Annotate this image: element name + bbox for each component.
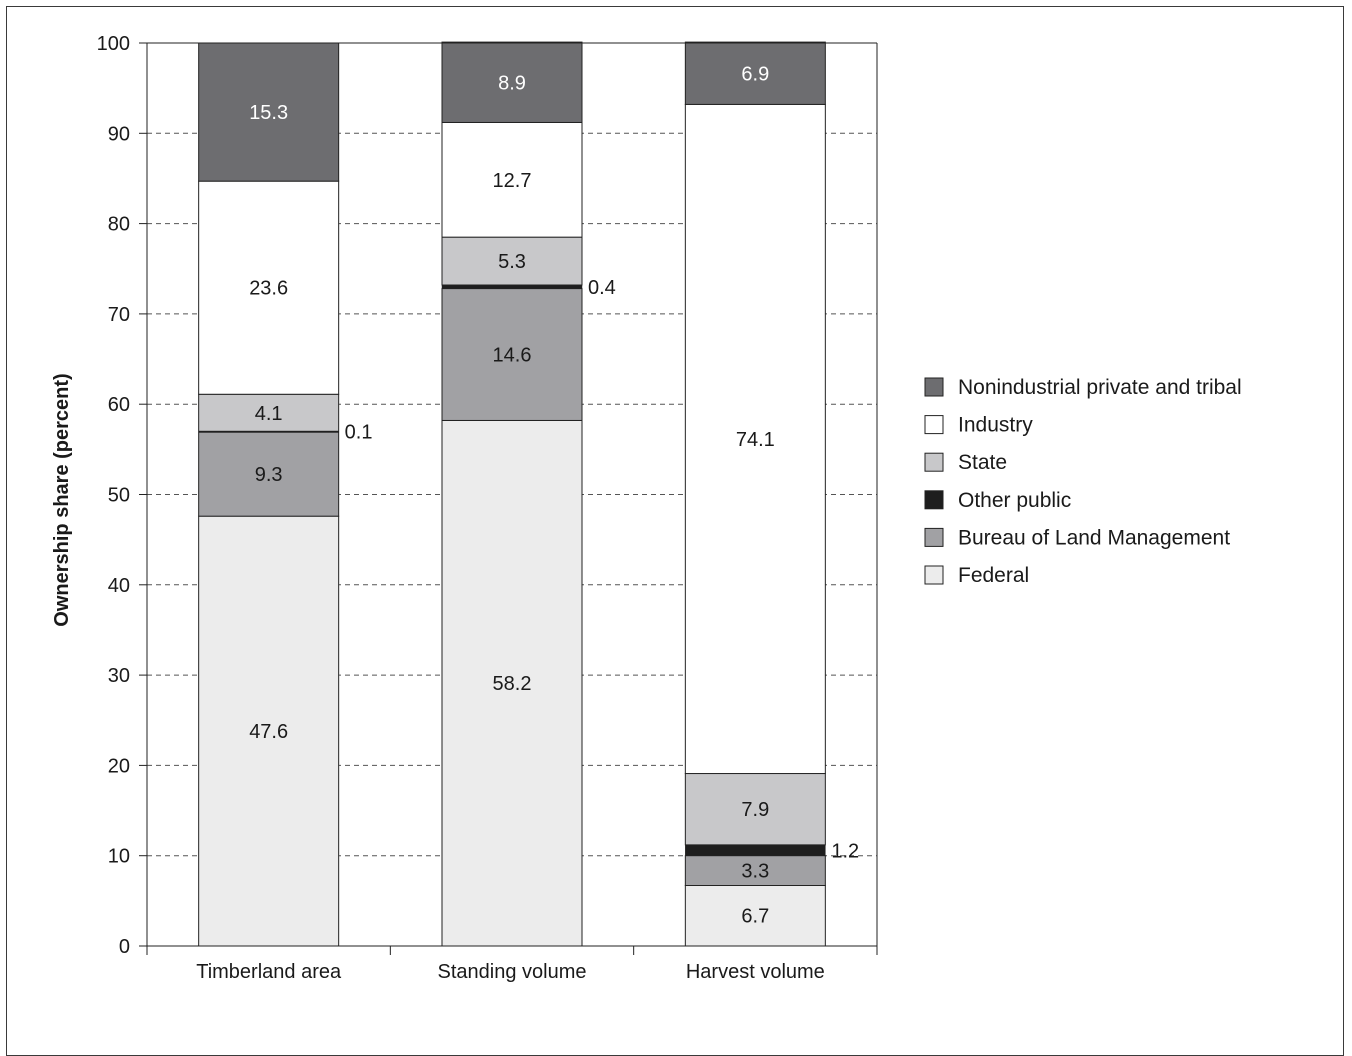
data-label: 1.2 [831, 840, 859, 862]
data-label: 0.1 [345, 422, 373, 444]
legend-label: State [958, 451, 1007, 474]
data-label: 7.9 [741, 799, 769, 821]
bar-segment [684, 884, 826, 947]
bar-segment [685, 844, 826, 856]
data-label: 3.3 [741, 861, 769, 883]
y-tick-label: 80 [108, 214, 130, 236]
legend-swatch [924, 377, 944, 397]
y-tick-label: 20 [108, 755, 130, 777]
legend-swatch [924, 527, 944, 547]
data-label: 47.6 [249, 721, 288, 743]
legend-swatch [924, 565, 944, 585]
y-tick-label: 40 [108, 575, 130, 597]
y-tick-label: 10 [108, 846, 130, 868]
legend-swatch [924, 490, 944, 510]
bar-segment [441, 419, 583, 947]
legend-label: Bureau of Land Management [958, 526, 1230, 549]
data-label: 12.7 [493, 170, 532, 192]
bar-segment [198, 431, 340, 517]
data-label: 0.4 [588, 277, 616, 299]
data-label: 5.3 [498, 251, 526, 273]
data-label: 8.9 [498, 72, 526, 94]
data-label: 6.9 [741, 63, 769, 85]
legend-label: Industry [958, 414, 1033, 437]
y-tick-label: 50 [108, 485, 130, 507]
data-label: 15.3 [249, 102, 288, 124]
y-tick-label: 0 [119, 936, 130, 958]
legend-swatch [924, 452, 944, 472]
y-tick-label: 60 [108, 394, 130, 416]
bars [198, 41, 826, 947]
data-label: 9.3 [255, 464, 283, 486]
legend-label: Nonindustrial private and tribal [958, 376, 1242, 399]
x-tick-label: Harvest volume [686, 961, 825, 983]
data-label: 6.7 [741, 906, 769, 928]
bar-segment [684, 855, 826, 886]
bar-segment [198, 180, 340, 395]
y-axis-title: Ownership share (percent) [51, 373, 73, 626]
data-label: 4.1 [255, 403, 283, 425]
y-tick-label: 100 [97, 33, 130, 55]
data-labels: 47.6 9.3 0.1 4.1 23.6 15.3 58.2 14.6 0.4 5.3 12.7 8… [249, 63, 859, 927]
y-tick-label: 70 [108, 304, 130, 326]
legend-label: Federal [958, 564, 1029, 587]
legend-swatch [924, 415, 944, 435]
y-tick-label: 90 [108, 123, 130, 145]
bar-segment [684, 41, 826, 105]
y-tick-label: 30 [108, 665, 130, 687]
legend-label: Other public [958, 489, 1071, 512]
data-label: 58.2 [493, 673, 532, 695]
bar-segment [441, 121, 583, 238]
data-label: 23.6 [249, 278, 288, 300]
x-tick-label: Standing volume [438, 961, 587, 983]
axes: Ownership share (percent) 0 10 20 30 40 50 60 7… [51, 33, 878, 983]
bar-segment [441, 41, 583, 123]
x-tick-label: Timberland area [196, 961, 342, 983]
bar-segment [441, 284, 583, 289]
data-label: 14.6 [493, 345, 532, 367]
bar-segment [684, 103, 826, 775]
legend: Nonindustrial private and tribal Industry… [924, 376, 1242, 587]
bar-segment [198, 42, 340, 182]
data-label: 74.1 [736, 429, 775, 451]
